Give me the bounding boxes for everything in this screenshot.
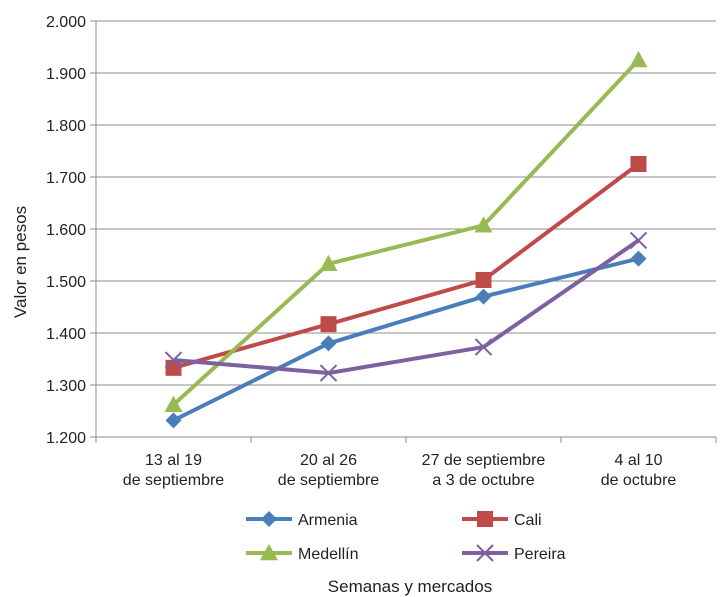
series-line — [172, 256, 639, 423]
data-point — [475, 288, 492, 305]
data-point — [260, 544, 278, 561]
data-point — [474, 216, 493, 233]
y-tick-label: 1.500 — [46, 274, 86, 291]
y-tick-label: 2.000 — [46, 14, 86, 31]
series-medelln — [164, 51, 648, 412]
grid-lines — [90, 20, 716, 438]
legend-item: Pereira — [462, 544, 566, 563]
series-cali — [165, 156, 647, 376]
x-tick-label: 27 de septiembre a 3 de octubre — [422, 452, 546, 489]
y-tick-label: 1.400 — [46, 326, 86, 343]
x-axis-ticks: 13 al 19 de septiembre 20 al 26 de septiemb… — [95, 437, 717, 489]
data-point — [476, 544, 494, 562]
series-group — [164, 51, 648, 429]
x-tick-label: 20 al 26 de septiembre — [278, 452, 379, 489]
data-point — [630, 250, 647, 267]
data-point — [320, 316, 337, 333]
data-point — [630, 156, 647, 172]
series-armenia — [165, 250, 647, 429]
data-point — [477, 511, 493, 527]
y-tick-label: 1.200 — [46, 430, 86, 447]
y-tick-label: 1.800 — [46, 118, 86, 135]
y-tick-label: 1.700 — [46, 170, 86, 187]
data-point — [474, 338, 493, 356]
data-point — [319, 364, 338, 382]
legend-item: Cali — [462, 511, 542, 529]
legend: Armenia Cali Medellín Pereira — [246, 511, 566, 563]
legend-item: Medellín — [246, 544, 358, 563]
y-tick-label: 1.900 — [46, 66, 86, 83]
legend-item: Armenia — [246, 511, 358, 529]
data-point — [261, 511, 277, 527]
data-point — [320, 335, 337, 352]
legend-label: Pereira — [514, 546, 566, 563]
y-tick-label: 1.300 — [46, 378, 86, 395]
x-tick-label: 13 al 19 de septiembre — [123, 452, 224, 489]
series-pereira — [164, 231, 648, 382]
series-line — [173, 238, 640, 376]
series-line — [172, 58, 640, 407]
legend-label: Armenia — [298, 512, 358, 529]
y-tick-label: 1.600 — [46, 222, 86, 239]
legend-label: Cali — [514, 512, 542, 529]
data-point — [629, 231, 648, 250]
data-point — [164, 351, 183, 369]
data-point — [165, 412, 182, 429]
x-tick-label: 4 al 10 de octubre — [601, 452, 677, 489]
data-point — [475, 271, 492, 288]
data-point — [319, 254, 338, 272]
y-axis-ticks: 1.200 1.300 1.400 1.500 1.600 1.700 1.800 1.900… — [46, 14, 86, 447]
x-axis-title: Semanas y mercados — [328, 577, 492, 596]
data-point — [629, 51, 648, 68]
data-point — [164, 395, 183, 412]
series-line — [172, 162, 640, 370]
y-axis-title: Valor en pesos — [11, 206, 30, 318]
legend-label: Medellín — [298, 546, 358, 563]
